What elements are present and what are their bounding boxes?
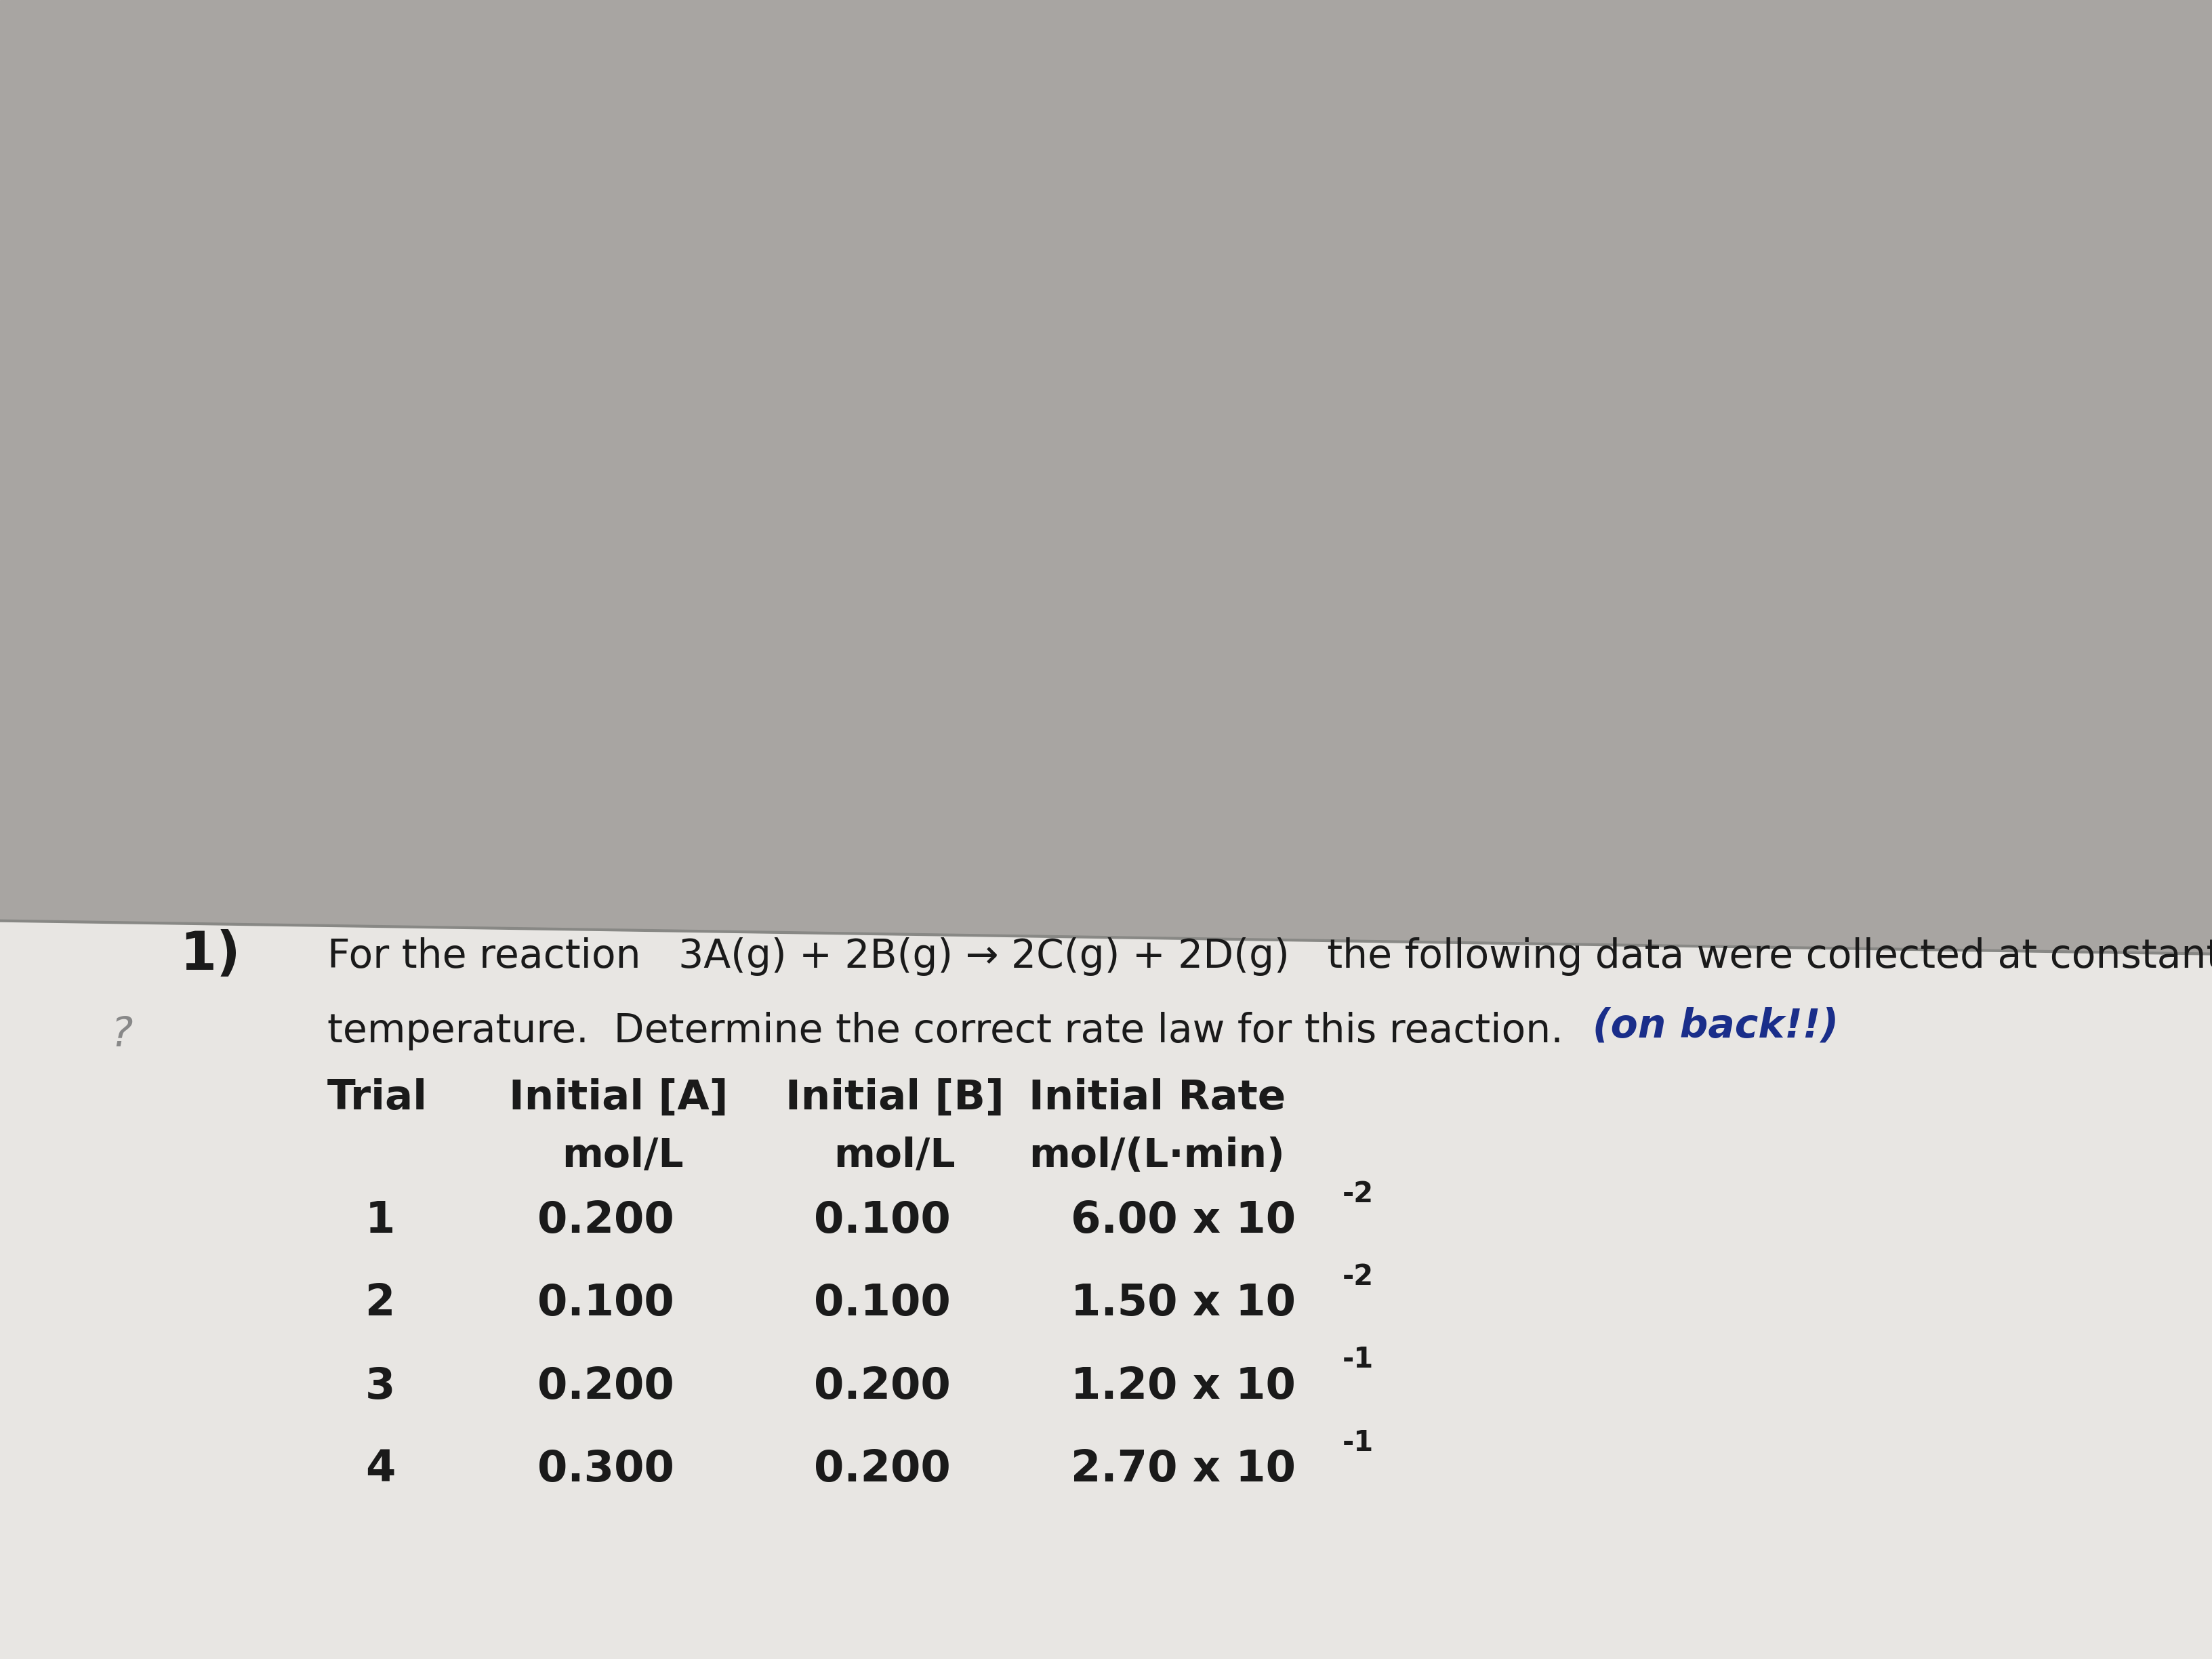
Text: 2.70 x 10: 2.70 x 10 [1071,1448,1296,1490]
Text: Initial [B]: Initial [B] [785,1078,1004,1118]
Text: ?: ? [111,1015,133,1055]
Text: (on back!!): (on back!!) [1593,1007,1838,1045]
Text: temperature.  Determine the correct rate law for this reaction.: temperature. Determine the correct rate … [327,1012,1564,1050]
Text: 0.100: 0.100 [814,1199,951,1241]
Text: -1: -1 [1343,1345,1374,1374]
Text: For the reaction   3A(g) + 2B(g) → 2C(g) + 2D(g)   the following data were colle: For the reaction 3A(g) + 2B(g) → 2C(g) +… [327,937,2212,975]
Text: 0.100: 0.100 [814,1282,951,1324]
Text: mol/L: mol/L [562,1136,684,1175]
Text: Initial Rate: Initial Rate [1029,1078,1285,1118]
Text: 0.100: 0.100 [538,1282,675,1324]
Text: -2: -2 [1343,1180,1374,1208]
Text: 2: 2 [365,1282,396,1324]
Text: 0.200: 0.200 [538,1365,675,1407]
Text: 0.200: 0.200 [538,1199,675,1241]
Text: mol/L: mol/L [834,1136,956,1175]
Text: 1.20 x 10: 1.20 x 10 [1071,1365,1296,1407]
Text: 6.00 x 10: 6.00 x 10 [1071,1199,1296,1241]
Text: 0.300: 0.300 [538,1448,675,1490]
Text: -2: -2 [1343,1262,1374,1291]
Text: 0.200: 0.200 [814,1365,951,1407]
Text: 3: 3 [365,1365,396,1407]
Text: Initial [A]: Initial [A] [509,1078,728,1118]
Text: 0.200: 0.200 [814,1448,951,1490]
Text: 1.50 x 10: 1.50 x 10 [1071,1282,1296,1324]
Text: mol/(L·min): mol/(L·min) [1029,1136,1285,1175]
Text: Trial: Trial [327,1078,427,1118]
Text: 1): 1) [179,929,241,980]
Polygon shape [0,921,2212,1659]
Text: -1: -1 [1343,1428,1374,1457]
Text: 4: 4 [365,1448,396,1490]
Text: 1: 1 [365,1199,396,1241]
